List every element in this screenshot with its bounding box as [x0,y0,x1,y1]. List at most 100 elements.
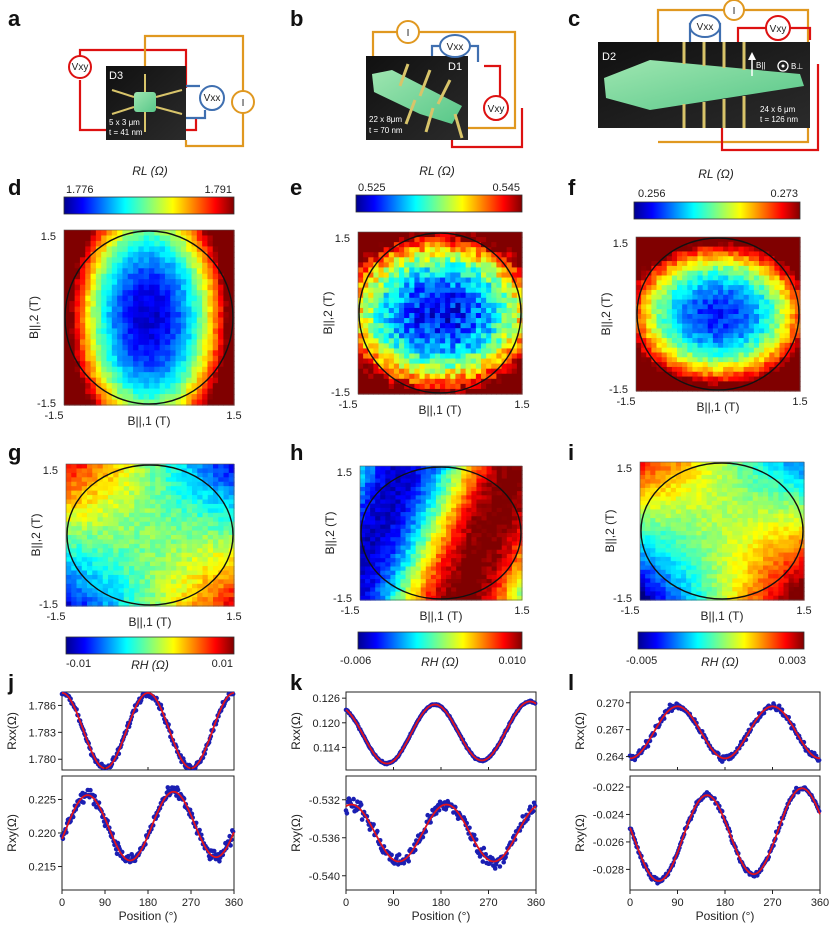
heatmap-cell [144,535,151,541]
heatmap-cell [496,533,503,538]
heatmap-cell [465,363,472,370]
heatmap-cell [501,368,508,375]
heatmap-cell [774,285,781,291]
heatmap-cell [743,381,750,387]
heatmap-cell [501,470,508,475]
heatmap-cell [370,512,376,517]
heatmap-cell [491,553,498,559]
heatmap-cell [461,478,467,484]
heatmap-cell [769,289,775,296]
heatmap-cell [728,381,734,387]
heatmap-cell [388,338,395,344]
heatmap-cell [409,307,415,314]
heatmap-cell [435,512,442,517]
heatmap-cell [370,537,376,542]
heatmap-cell [511,307,518,314]
heatmap-cell [687,366,693,373]
heatmap-cell [779,280,786,286]
heatmap-cell [395,507,402,513]
heatmap-cell [90,350,97,357]
heatmap-cell [95,246,102,253]
heatmap-cell [390,541,397,547]
heatmap-cell [712,289,719,296]
heatmap-cell [111,251,118,258]
heatmap-cell [445,242,451,248]
heatmap-cell [661,371,668,378]
heatmap-cell [117,377,124,384]
heatmap-cell [186,262,193,269]
heatmap-cell [743,342,750,349]
heatmap-cell [113,539,120,545]
heatmap-cell [435,553,442,559]
heatmap-cell [486,307,492,314]
heatmap-cell [404,373,410,380]
heatmap-cell [186,322,193,330]
heatmap-cell [171,499,177,505]
heatmap-cell [101,312,108,319]
heatmap-cell [228,240,235,248]
heatmap-cell [180,306,187,313]
heatmap-cell [390,512,397,517]
heatmap-cell [76,486,83,492]
heatmap-cell [692,362,699,368]
heatmap-cell [358,302,364,309]
heatmap-cell [164,235,171,242]
heatmap-cell [465,338,472,344]
heatmap-cell [476,478,483,484]
heatmap-cell [671,376,678,382]
heatmap-cell [122,279,129,286]
heatmap-cell [661,314,668,320]
heatmap-cell [425,499,432,505]
heatmap-cell [97,574,104,580]
heatmap-cell [378,353,385,360]
heatmap-cell [501,242,508,248]
heatmap-cell [511,549,518,555]
heatmap-cell [404,277,410,284]
meter-vxx-d2 [689,14,721,38]
heatmap-cell [92,530,99,536]
heatmap-cell [164,394,171,401]
heatmap-cell [445,297,451,304]
heatmap-cell [370,516,376,522]
heatmap-cell [123,588,130,594]
heatmap-cell [481,363,487,370]
heatmap-cell [139,552,146,558]
heatmap-cell [223,481,230,487]
heatmap-cell [450,257,456,263]
heatmap-cell [79,399,86,406]
heatmap-cell [191,251,198,258]
heatmap-cell [475,302,482,309]
heatmap-cell [399,343,405,350]
heatmap-cell [76,592,83,598]
heatmap-cell [702,371,709,378]
heatmap-cell [218,583,225,589]
heatmap-cell [139,597,146,603]
heatmap-cell [434,232,441,238]
heatmap-cell [181,508,188,514]
heatmap-cell [671,314,678,320]
heatmap-cell [661,256,668,262]
heatmap-cell [186,306,193,313]
heatmap-cell [506,333,513,339]
heatmap-cell [677,338,683,344]
heatmap-cell [144,579,151,585]
heatmap-cell [196,235,203,242]
heatmap-cell [196,290,203,297]
heatmap-cell [181,561,188,567]
heatmap-cell [363,267,369,274]
heatmap-cell [419,297,426,304]
heatmap-cell [424,262,431,269]
heatmap-cell [117,290,124,297]
heatmap-cell [476,533,483,538]
heatmap-cell [138,333,145,340]
heatmap-cell [111,230,118,237]
heatmap-cell [176,530,183,536]
heatmap-cell [697,338,704,344]
heatmap-cell [122,235,129,242]
heatmap-cell [661,299,668,305]
heatmap-cell [143,290,150,297]
heatmap-cell [774,289,781,296]
heatmap-cell [170,377,177,384]
heatmap-cell [102,512,109,518]
heatmap-cell [501,503,508,509]
